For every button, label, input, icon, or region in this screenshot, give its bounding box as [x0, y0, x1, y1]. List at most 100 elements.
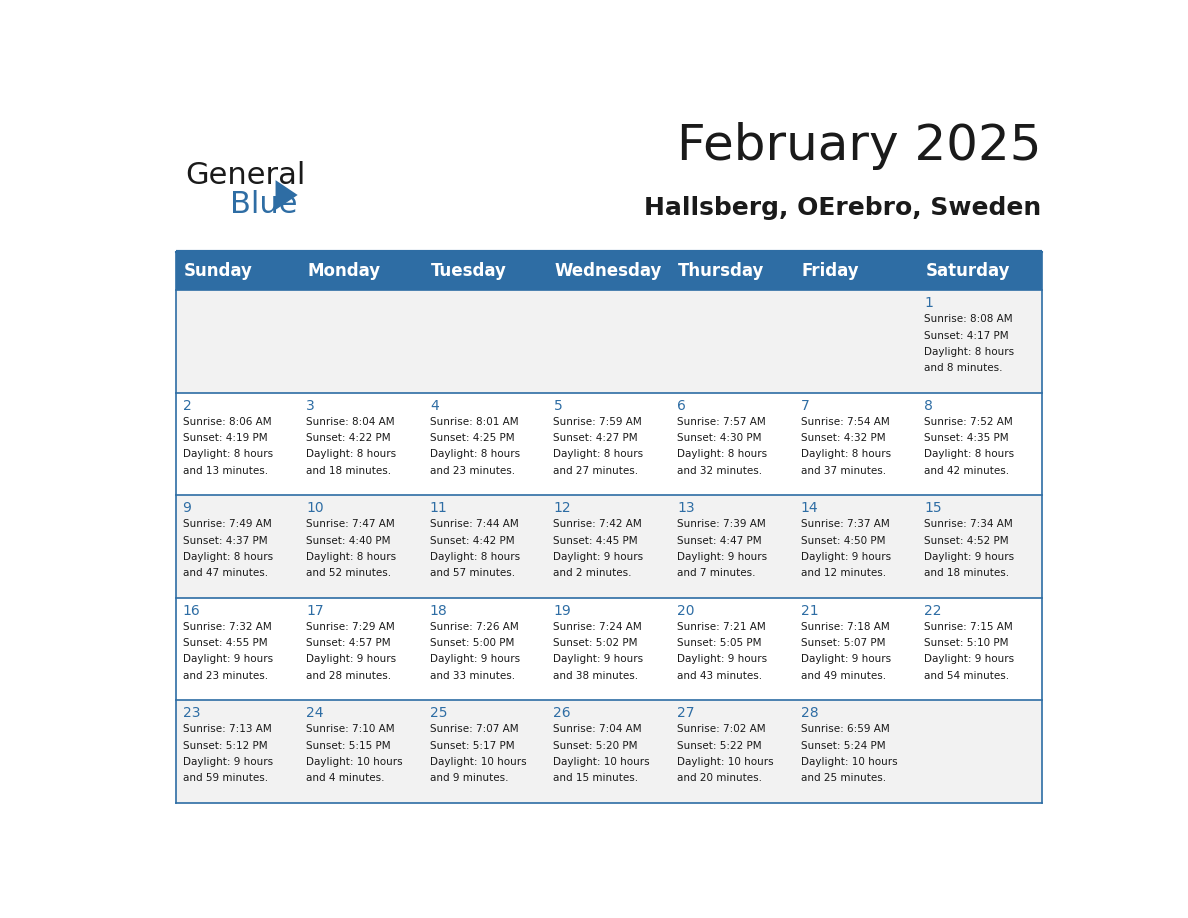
Text: Sunset: 5:05 PM: Sunset: 5:05 PM — [677, 638, 762, 648]
Text: Daylight: 8 hours: Daylight: 8 hours — [307, 552, 397, 562]
Text: Sunset: 4:52 PM: Sunset: 4:52 PM — [924, 536, 1009, 545]
Text: and 9 minutes.: and 9 minutes. — [430, 773, 508, 783]
Text: Hallsberg, OErebro, Sweden: Hallsberg, OErebro, Sweden — [644, 196, 1042, 219]
Bar — [423, 393, 546, 496]
Text: 27: 27 — [677, 706, 695, 720]
Text: 4: 4 — [430, 398, 438, 412]
Text: and 49 minutes.: and 49 minutes. — [801, 671, 886, 681]
Text: Sunrise: 7:24 AM: Sunrise: 7:24 AM — [554, 621, 643, 632]
Text: Daylight: 9 hours: Daylight: 9 hours — [924, 655, 1015, 665]
Text: and 8 minutes.: and 8 minutes. — [924, 364, 1003, 374]
Text: Sunrise: 7:10 AM: Sunrise: 7:10 AM — [307, 724, 394, 734]
Bar — [918, 700, 1042, 803]
Text: Sunrise: 8:04 AM: Sunrise: 8:04 AM — [307, 417, 394, 427]
Bar — [176, 700, 299, 803]
Text: 21: 21 — [801, 603, 819, 618]
Text: Sunrise: 7:02 AM: Sunrise: 7:02 AM — [677, 724, 766, 734]
Text: Sunset: 5:00 PM: Sunset: 5:00 PM — [430, 638, 514, 648]
Text: and 43 minutes.: and 43 minutes. — [677, 671, 763, 681]
Bar — [299, 598, 423, 700]
Text: Daylight: 10 hours: Daylight: 10 hours — [430, 757, 526, 767]
Bar — [546, 700, 671, 803]
Text: Sunset: 4:32 PM: Sunset: 4:32 PM — [801, 433, 885, 443]
Bar — [423, 290, 546, 393]
Text: Sunrise: 7:59 AM: Sunrise: 7:59 AM — [554, 417, 643, 427]
Bar — [671, 598, 795, 700]
Text: Daylight: 9 hours: Daylight: 9 hours — [183, 655, 273, 665]
Text: 9: 9 — [183, 501, 191, 515]
Text: Sunset: 4:30 PM: Sunset: 4:30 PM — [677, 433, 762, 443]
Bar — [918, 290, 1042, 393]
Text: Daylight: 9 hours: Daylight: 9 hours — [307, 655, 397, 665]
Text: February 2025: February 2025 — [677, 122, 1042, 170]
Text: 19: 19 — [554, 603, 571, 618]
Text: Sunrise: 7:52 AM: Sunrise: 7:52 AM — [924, 417, 1013, 427]
Text: Sunrise: 8:08 AM: Sunrise: 8:08 AM — [924, 315, 1013, 324]
Text: 24: 24 — [307, 706, 323, 720]
Text: 16: 16 — [183, 603, 201, 618]
Bar — [546, 496, 671, 598]
Bar — [176, 496, 299, 598]
Text: Sunrise: 7:32 AM: Sunrise: 7:32 AM — [183, 621, 271, 632]
Text: Sunset: 5:07 PM: Sunset: 5:07 PM — [801, 638, 885, 648]
Bar — [918, 393, 1042, 496]
Text: Daylight: 10 hours: Daylight: 10 hours — [677, 757, 773, 767]
Text: Wednesday: Wednesday — [555, 262, 662, 280]
Text: Sunrise: 7:04 AM: Sunrise: 7:04 AM — [554, 724, 642, 734]
Text: and 20 minutes.: and 20 minutes. — [677, 773, 763, 783]
Text: and 54 minutes.: and 54 minutes. — [924, 671, 1010, 681]
Text: Sunrise: 7:39 AM: Sunrise: 7:39 AM — [677, 520, 766, 530]
Text: Sunrise: 7:26 AM: Sunrise: 7:26 AM — [430, 621, 519, 632]
Text: Sunrise: 7:42 AM: Sunrise: 7:42 AM — [554, 520, 643, 530]
Text: Sunrise: 7:15 AM: Sunrise: 7:15 AM — [924, 621, 1013, 632]
Text: 14: 14 — [801, 501, 819, 515]
Bar — [671, 393, 795, 496]
Text: Sunrise: 7:07 AM: Sunrise: 7:07 AM — [430, 724, 518, 734]
Text: and 33 minutes.: and 33 minutes. — [430, 671, 514, 681]
Text: and 23 minutes.: and 23 minutes. — [430, 465, 514, 476]
Text: Sunset: 4:50 PM: Sunset: 4:50 PM — [801, 536, 885, 545]
Text: and 42 minutes.: and 42 minutes. — [924, 465, 1010, 476]
Bar — [299, 496, 423, 598]
Text: Sunset: 4:25 PM: Sunset: 4:25 PM — [430, 433, 514, 443]
Text: Sunset: 5:17 PM: Sunset: 5:17 PM — [430, 741, 514, 751]
Text: and 57 minutes.: and 57 minutes. — [430, 568, 514, 578]
Text: and 23 minutes.: and 23 minutes. — [183, 671, 267, 681]
Text: and 25 minutes.: and 25 minutes. — [801, 773, 886, 783]
Bar — [176, 290, 299, 393]
Text: Sunrise: 7:54 AM: Sunrise: 7:54 AM — [801, 417, 890, 427]
Text: 1: 1 — [924, 297, 934, 310]
Text: and 37 minutes.: and 37 minutes. — [801, 465, 886, 476]
Text: Sunday: Sunday — [183, 262, 252, 280]
Text: Sunset: 5:12 PM: Sunset: 5:12 PM — [183, 741, 267, 751]
Text: Daylight: 9 hours: Daylight: 9 hours — [677, 655, 767, 665]
Text: Sunrise: 7:49 AM: Sunrise: 7:49 AM — [183, 520, 271, 530]
Bar — [671, 700, 795, 803]
Text: and 27 minutes.: and 27 minutes. — [554, 465, 639, 476]
Text: and 7 minutes.: and 7 minutes. — [677, 568, 756, 578]
Text: Daylight: 9 hours: Daylight: 9 hours — [924, 552, 1015, 562]
Bar — [423, 598, 546, 700]
Text: 28: 28 — [801, 706, 819, 720]
Bar — [795, 393, 918, 496]
Text: and 59 minutes.: and 59 minutes. — [183, 773, 267, 783]
Text: 5: 5 — [554, 398, 562, 412]
Text: and 4 minutes.: and 4 minutes. — [307, 773, 385, 783]
Text: 8: 8 — [924, 398, 934, 412]
Text: and 38 minutes.: and 38 minutes. — [554, 671, 639, 681]
Bar — [546, 393, 671, 496]
Text: Sunset: 5:24 PM: Sunset: 5:24 PM — [801, 741, 885, 751]
Text: Sunrise: 7:13 AM: Sunrise: 7:13 AM — [183, 724, 271, 734]
Text: Saturday: Saturday — [925, 262, 1010, 280]
Text: Daylight: 9 hours: Daylight: 9 hours — [801, 552, 891, 562]
Bar — [423, 700, 546, 803]
Text: Daylight: 8 hours: Daylight: 8 hours — [801, 450, 891, 459]
Text: Daylight: 8 hours: Daylight: 8 hours — [183, 552, 273, 562]
Text: Daylight: 10 hours: Daylight: 10 hours — [307, 757, 403, 767]
Text: 6: 6 — [677, 398, 685, 412]
Bar — [176, 252, 1042, 290]
Text: Blue: Blue — [229, 190, 297, 218]
Text: 3: 3 — [307, 398, 315, 412]
Text: General: General — [185, 162, 305, 190]
Text: Daylight: 10 hours: Daylight: 10 hours — [801, 757, 897, 767]
